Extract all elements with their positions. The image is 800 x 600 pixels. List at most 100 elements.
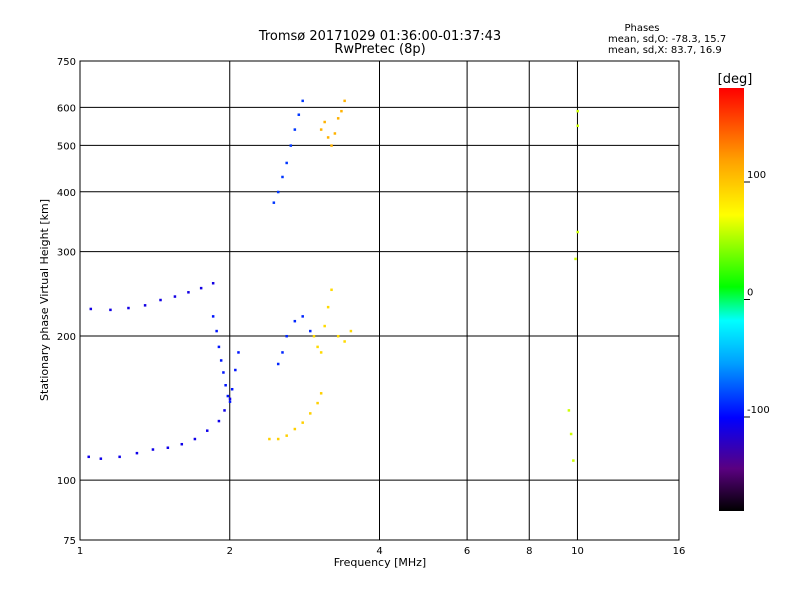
y-tick-label: 400: [57, 188, 76, 199]
x-tick-label: 10: [571, 546, 584, 557]
data-point: [215, 329, 218, 333]
y-axis-ticks: 75 100 200 300 400 500 600 750: [57, 57, 76, 547]
colorbar-ticks: 100 0 -100: [744, 170, 770, 418]
chart-title: Tromsø 20171029 01:36:00-01:37:43: [258, 29, 501, 44]
series-f1-cusp: [211, 315, 240, 403]
data-point: [272, 201, 276, 204]
data-point: [330, 288, 333, 292]
y-tick-label: 75: [63, 536, 76, 547]
data-point: [166, 446, 170, 449]
stats-header: Phases: [624, 23, 659, 34]
x-tick-label: 2: [227, 546, 233, 557]
data-point: [323, 324, 326, 328]
data-point: [343, 340, 346, 343]
data-point: [336, 117, 340, 120]
data-point: [173, 295, 177, 298]
data-point: [319, 128, 323, 131]
data-point: [211, 281, 215, 285]
chart-subtitle: RwPretec (8p): [334, 42, 425, 57]
data-point: [293, 319, 297, 323]
data-point: [217, 419, 221, 423]
colorbar: [719, 88, 744, 511]
data-point: [349, 329, 353, 333]
data-point: [199, 286, 203, 290]
data-point: [333, 132, 337, 135]
data-point: [326, 136, 330, 139]
y-tick-label: 300: [57, 248, 76, 259]
series-f1-trace: [89, 281, 215, 312]
data-point: [187, 291, 190, 294]
stats-o: mean, sd,O: -78.3, 15.7: [608, 34, 726, 45]
data-point: [326, 305, 330, 309]
x-tick-label: 16: [673, 546, 686, 557]
data-point: [297, 113, 301, 116]
x-axis-label: Frequency [MHz]: [334, 556, 426, 569]
data-point: [276, 437, 280, 441]
data-point: [118, 455, 121, 459]
data-point: [316, 345, 319, 349]
data-point: [576, 109, 579, 113]
y-tick-label: 200: [57, 332, 76, 343]
data-point: [211, 315, 215, 318]
data-point: [289, 144, 293, 147]
data-point: [234, 368, 237, 372]
colorbar-unit: [deg]: [718, 72, 753, 87]
stats-x: mean, sd,X: 83.7, 16.9: [608, 45, 722, 56]
data-point: [319, 351, 323, 354]
data-point: [223, 409, 226, 412]
data-point: [226, 394, 230, 398]
data-point: [89, 307, 93, 311]
data-point: [276, 190, 280, 194]
y-tick-label: 600: [57, 103, 76, 114]
data-point: [572, 459, 575, 462]
data-point: [228, 400, 232, 403]
data-point: [343, 99, 346, 103]
data-point: [285, 161, 288, 165]
data-point: [217, 345, 221, 349]
data-point: [99, 457, 103, 460]
data-point: [219, 359, 223, 362]
data-point: [268, 437, 271, 441]
data-point: [316, 401, 319, 405]
y-tick-label: 750: [57, 57, 76, 68]
data-point: [323, 120, 326, 124]
data-point: [87, 455, 90, 459]
y-tick-label: 100: [57, 476, 76, 487]
data-point: [230, 387, 234, 391]
data-point: [309, 329, 312, 333]
data-point: [143, 304, 147, 307]
data-point: [193, 437, 197, 441]
data-point: [224, 383, 227, 387]
series-low-trace: [87, 397, 232, 460]
data-point: [127, 306, 130, 310]
data-points: [87, 99, 579, 462]
data-point: [237, 351, 240, 354]
x-tick-label: 8: [526, 546, 532, 557]
data-point: [151, 448, 155, 451]
data-point: [336, 334, 340, 338]
data-point: [576, 230, 579, 234]
data-point: [180, 442, 184, 446]
data-point: [281, 351, 284, 354]
grid-lines: [80, 61, 679, 540]
data-point: [205, 429, 209, 432]
data-point: [301, 421, 304, 424]
data-point: [228, 397, 232, 401]
data-point: [301, 99, 304, 103]
data-point: [569, 432, 573, 436]
data-point: [330, 144, 333, 147]
data-point: [293, 128, 297, 131]
data-point: [309, 412, 312, 415]
data-point: [340, 109, 343, 113]
data-point: [301, 315, 304, 318]
series-high-freq: [567, 109, 579, 462]
data-point: [285, 434, 288, 437]
series-fo-mid: [276, 315, 312, 366]
data-point: [312, 334, 316, 338]
data-point: [285, 334, 288, 338]
data-point: [135, 451, 139, 455]
x-tick-label: 4: [376, 546, 382, 557]
series-fx-lower: [312, 288, 353, 354]
colorbar-tick-label: -100: [747, 405, 770, 416]
data-point: [281, 175, 284, 179]
